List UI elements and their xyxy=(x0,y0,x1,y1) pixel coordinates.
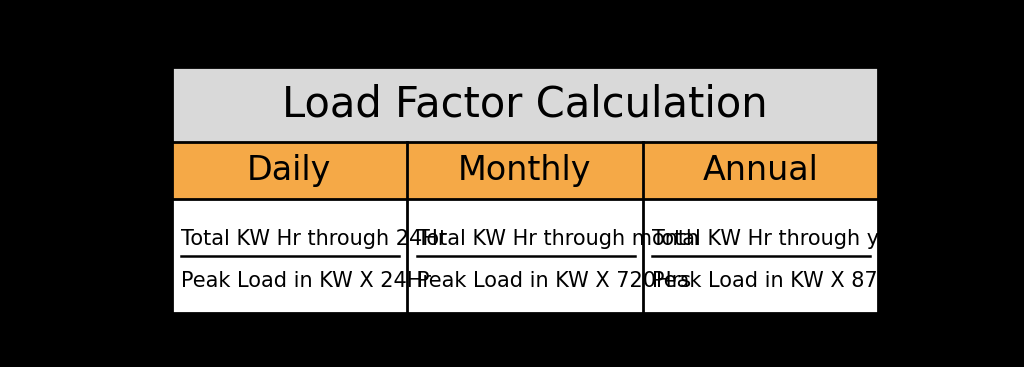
Bar xyxy=(172,67,878,142)
Bar xyxy=(172,199,408,313)
Text: Monthly: Monthly xyxy=(458,154,592,187)
Text: Total KW Hr through month: Total KW Hr through month xyxy=(417,229,698,249)
Text: Load Factor Calculation: Load Factor Calculation xyxy=(282,83,768,125)
Text: Peak Load in KW X 24Hr: Peak Load in KW X 24Hr xyxy=(181,271,431,291)
Bar xyxy=(408,142,642,199)
Text: Peak Load in KW X 8760Hrs: Peak Load in KW X 8760Hrs xyxy=(652,271,939,291)
Bar xyxy=(172,67,878,313)
Bar xyxy=(642,142,878,199)
Text: Annual: Annual xyxy=(702,154,818,187)
Text: Daily: Daily xyxy=(247,154,332,187)
Bar xyxy=(172,142,408,199)
Bar xyxy=(408,199,642,313)
Text: Peak Load in KW X 720Hrs: Peak Load in KW X 720Hrs xyxy=(417,271,691,291)
Text: Total KW Hr through year: Total KW Hr through year xyxy=(652,229,913,249)
Bar xyxy=(642,199,878,313)
Text: Total KW Hr through 24Hr: Total KW Hr through 24Hr xyxy=(181,229,446,249)
